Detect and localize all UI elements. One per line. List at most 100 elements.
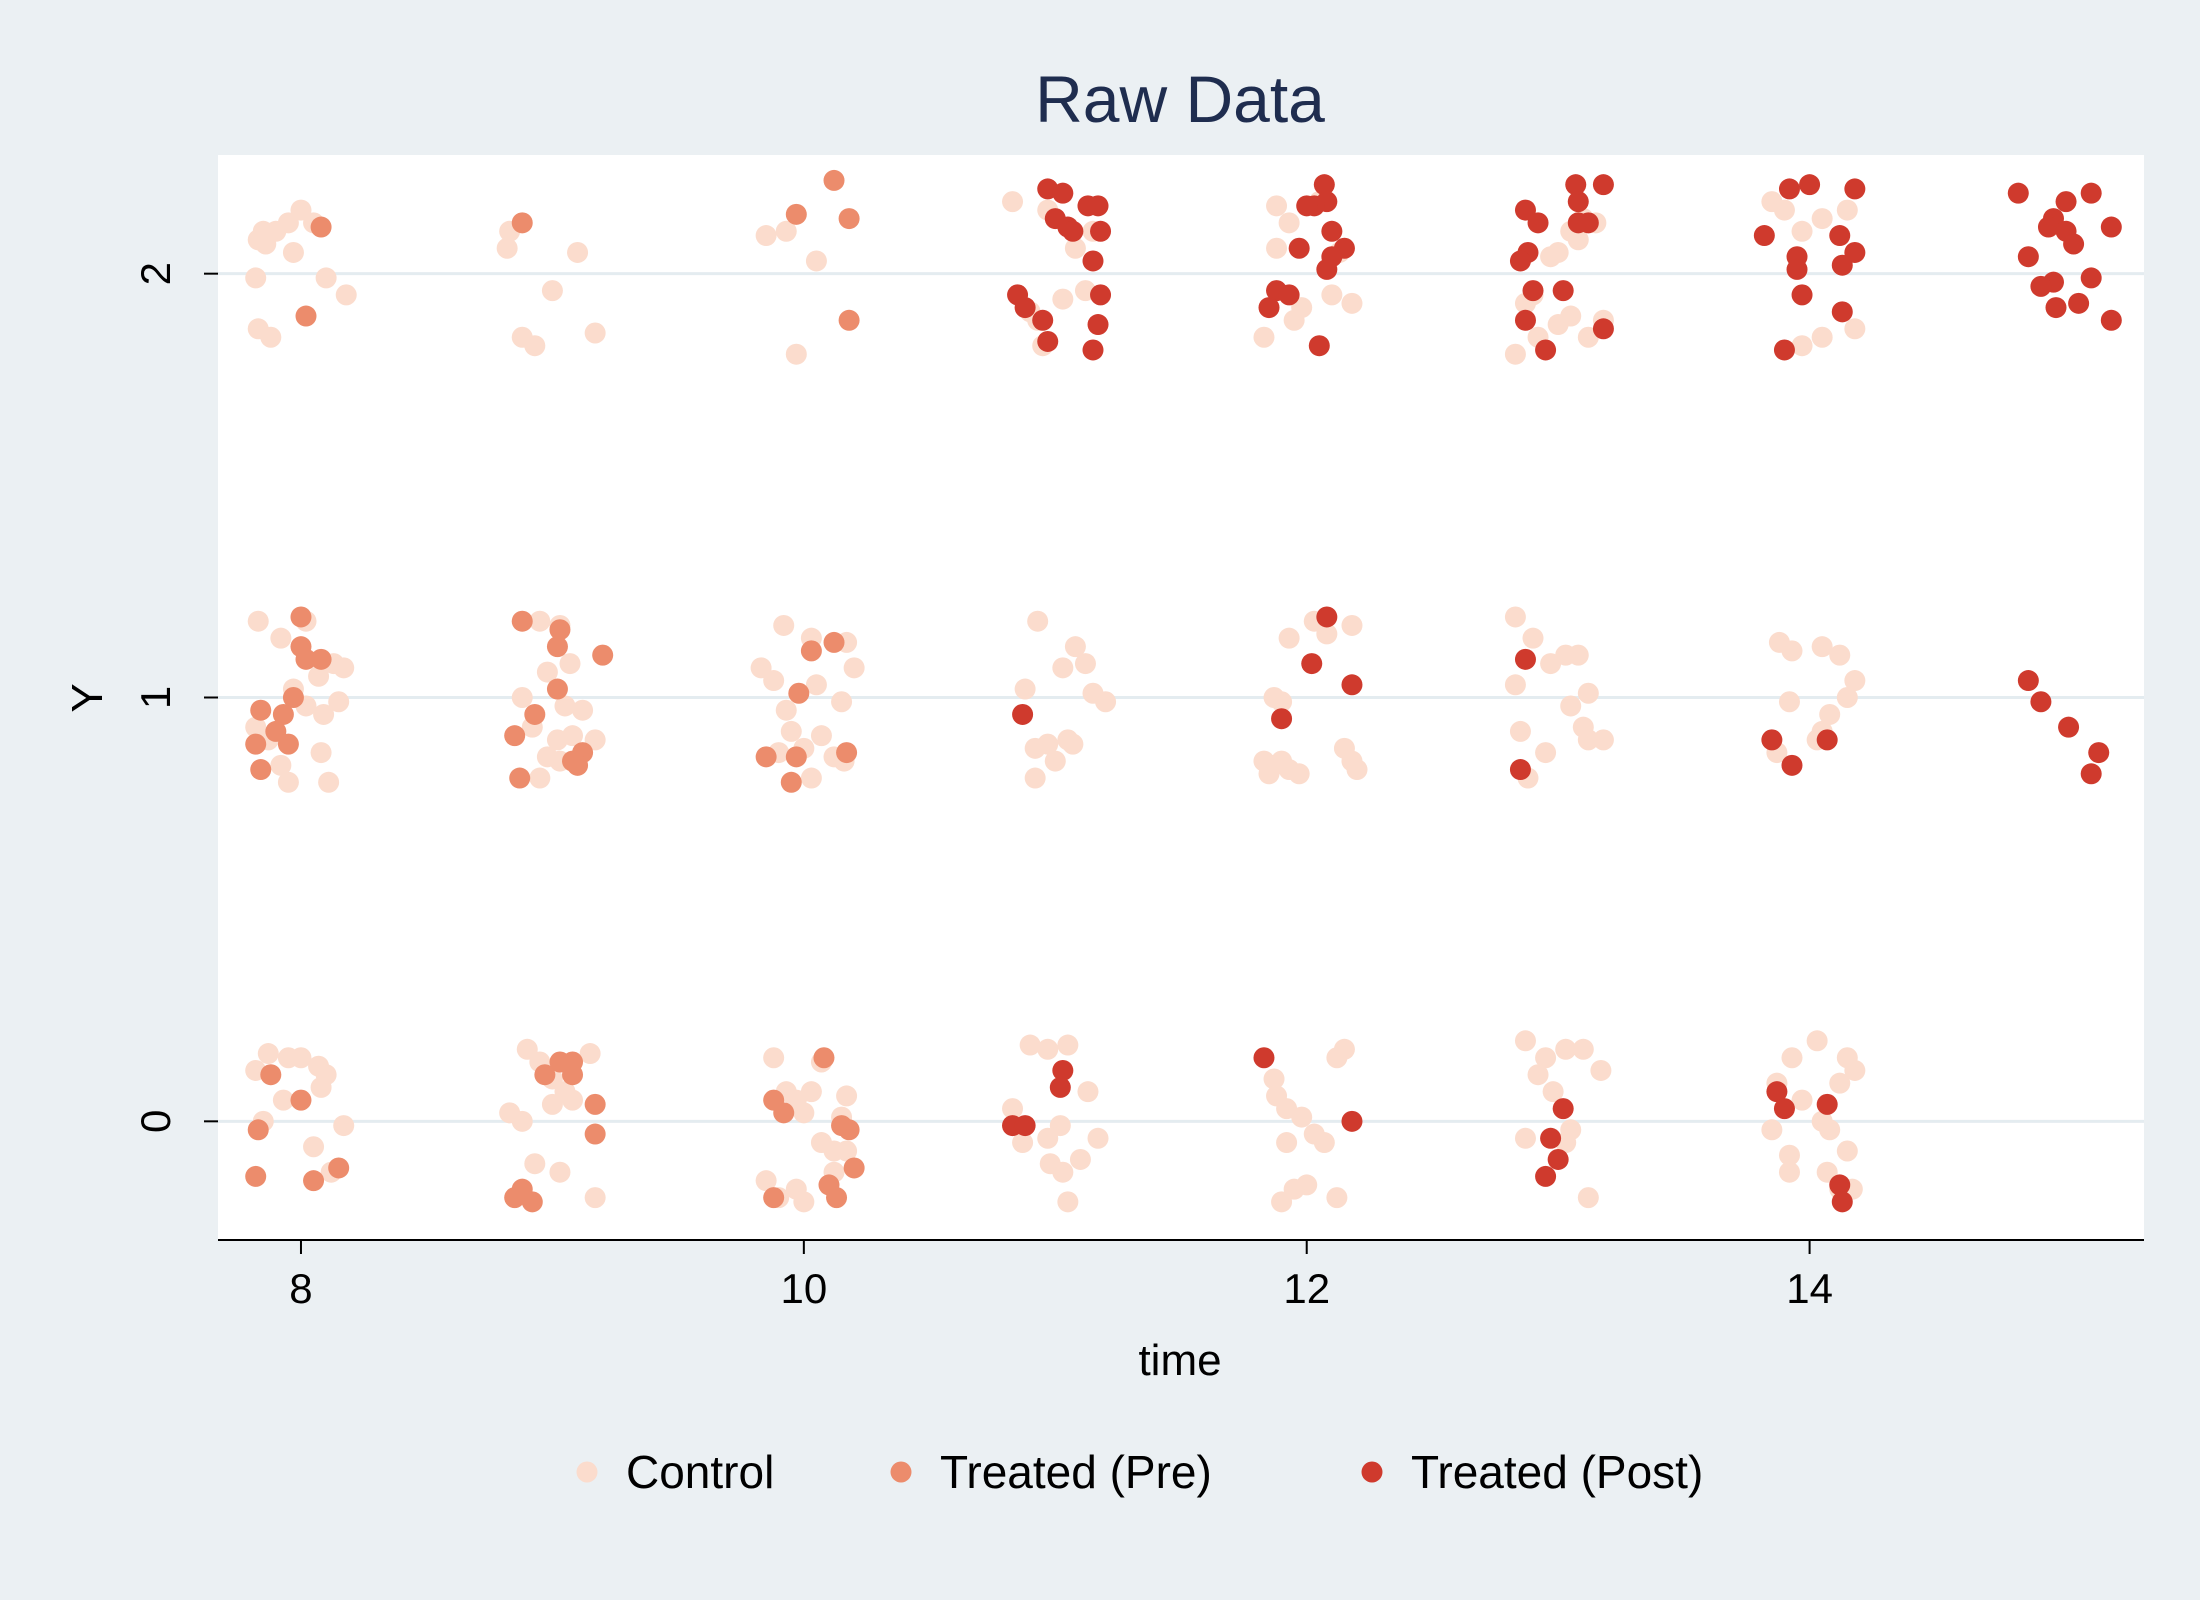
point-control [1577,1187,1599,1209]
point-control [257,1043,279,1065]
point-control [1781,640,1803,662]
point-treated-post [1308,335,1330,357]
point-control [793,1102,815,1124]
point-treated-post [2007,182,2029,204]
point-control [1567,229,1589,251]
point-control [755,225,777,247]
point-control [328,691,350,713]
point-treated-pre [290,1089,312,1111]
point-control [529,767,551,789]
point-treated-pre [755,746,777,768]
point-control [1819,703,1841,725]
point-control [775,699,797,721]
legend-label: Treated (Post) [1411,1446,1703,1498]
point-treated-pre [524,703,546,725]
point-control [805,674,827,696]
point-treated-post [1301,653,1323,675]
point-treated-pre [295,648,317,670]
point-treated-post [1509,759,1531,781]
point-control [559,653,581,675]
point-treated-post [1522,280,1544,302]
point-treated-pre [823,631,845,653]
legend-marker [1361,1461,1383,1483]
point-control [810,725,832,747]
point-control [1253,326,1275,348]
point-control [1836,687,1858,708]
point-control [773,614,795,636]
point-treated-post [1766,1081,1788,1103]
point-treated-pre [838,208,860,230]
point-treated-post [1316,606,1338,628]
point-control [1806,1030,1828,1052]
point-control [1002,1098,1024,1120]
point-control [1791,1089,1813,1111]
x-tick-label: 14 [1786,1265,1833,1312]
point-control [572,699,594,721]
x-axis-label: time [1138,1336,1221,1385]
point-control [270,627,292,649]
point-control [541,280,563,302]
point-control [1555,1038,1577,1060]
point-control [1829,1072,1851,1094]
point-treated-post [1761,729,1783,751]
point-treated-pre [534,1064,556,1086]
point-control [1791,220,1813,242]
point-control [785,343,807,365]
point-control [1316,623,1338,645]
point-treated-pre [310,648,332,670]
point-treated-pre [282,687,304,708]
point-treated-post [1565,174,1587,196]
point-treated-pre [567,754,589,776]
point-treated-post [2030,691,2052,713]
point-control [1829,644,1851,666]
point-control [1271,1191,1293,1213]
point-control [567,241,589,263]
y-tick-label: 1 [132,686,179,709]
point-treated-post [1278,284,1300,306]
point-treated-post [1773,339,1795,361]
point-control [290,1047,312,1069]
point-treated-post [2058,716,2080,738]
point-control [247,610,269,632]
point-treated-post [1786,258,1808,280]
point-control [1791,335,1813,357]
point-treated-post [1791,284,1813,306]
point-control [1037,1038,1059,1060]
point-control [1572,1038,1594,1060]
point-treated-post [1509,250,1531,272]
point-treated-pre [328,1157,350,1179]
point-treated-post [1592,174,1614,196]
point-control [270,754,292,776]
point-control [1504,606,1526,628]
point-control [562,1089,584,1111]
chart-title: Raw Data [1035,62,1325,136]
point-treated-pre [549,619,571,641]
point-treated-pre [303,1170,325,1192]
point-control [1836,199,1858,221]
point-control [1761,1119,1783,1141]
point-control [1522,627,1544,649]
point-control [554,695,576,717]
point-control [1095,691,1117,713]
point-control [1258,763,1280,785]
y-tick-label: 2 [132,262,179,285]
point-treated-post [1049,1076,1071,1098]
point-control [511,687,533,708]
point-treated-post [1831,301,1853,323]
point-treated-post [1844,178,1866,200]
point-treated-pre [290,606,312,628]
point-control [1049,1115,1071,1137]
point-control [1027,610,1049,632]
point-control [1509,720,1531,742]
point-treated-pre [592,644,614,666]
point-control [511,1110,533,1132]
point-treated-post [1567,191,1589,213]
point-treated-post [1341,1110,1363,1132]
point-treated-post [1831,1191,1853,1213]
point-control [1577,729,1599,751]
point-control [318,771,340,793]
point-treated-pre [788,682,810,704]
point-control [1836,1140,1858,1162]
point-control [793,1191,815,1213]
